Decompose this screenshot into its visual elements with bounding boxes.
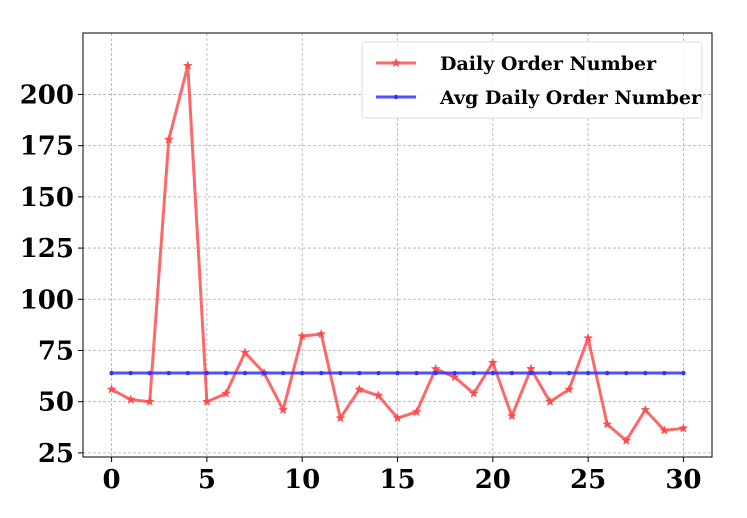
y-tick-label: 50 [38,388,74,418]
y-tick-label: 175 [20,132,74,162]
data-point [487,357,498,367]
data-point [204,370,210,376]
legend-marker [391,57,401,68]
legend-label: Avg Daily Order Number [439,87,702,109]
data-point [490,370,496,376]
data-point [223,370,229,376]
data-point [240,347,250,357]
data-point [338,370,343,376]
data-point [430,363,441,374]
x-tick-label: 10 [284,465,320,495]
data-point [659,425,670,435]
y-tick-label: 25 [38,439,74,469]
y-tick-label: 200 [20,80,74,110]
data-point [528,370,534,376]
data-point [509,370,515,376]
data-point [640,404,651,415]
data-point [506,410,517,421]
data-point [662,370,667,376]
data-point [643,370,648,376]
series-layer [106,60,689,445]
data-point [624,370,629,376]
data-point [681,370,686,376]
legend-box [361,41,703,119]
data-point [147,370,152,376]
legend-label: Daily Order Number [440,53,657,75]
data-point [564,384,575,394]
x-tick-label: 5 [198,465,216,495]
y-tick-label: 150 [20,183,74,213]
data-point [280,370,286,376]
data-point [201,396,212,406]
legend-item: Daily Order Number [376,53,657,75]
data-point [602,419,613,429]
x-tick-label: 15 [379,465,415,495]
data-point [621,435,632,445]
data-point [316,328,327,339]
data-point [433,370,438,376]
data-point [242,370,248,376]
data-point [392,412,403,423]
y-axis: 25 50 75 100 125 150 175 200 [20,80,83,469]
data-point [166,370,171,376]
series-0 [106,60,689,445]
x-tick-label: 25 [570,465,606,495]
x-tick-label: 20 [475,465,511,495]
data-point [220,388,231,398]
data-point [297,330,308,341]
legend-item: Avg Daily Order Number [376,87,702,109]
data-point [261,370,267,376]
data-point [163,134,174,144]
data-point [376,370,381,376]
x-tick-label: 0 [103,465,121,495]
x-axis: 0 5 10 15 20 25 30 [103,457,702,495]
legend-marker [393,94,399,100]
data-point [278,404,289,415]
data-point [109,370,114,376]
data-point [678,423,689,433]
legend: Daily Order Number Avg Daily Order Number [361,41,703,119]
data-point [468,388,479,398]
data-point [545,396,555,406]
data-point [144,396,155,406]
data-point [411,406,422,417]
data-point [354,384,365,394]
data-point [604,370,610,376]
data-point [335,412,346,423]
data-point [566,370,572,376]
data-point [583,332,594,343]
data-point [185,370,191,376]
data-point [525,363,536,374]
data-point [106,384,117,394]
data-point [449,371,460,382]
data-point [585,370,591,376]
data-point [299,370,305,376]
data-point [452,370,457,376]
data-point [128,370,133,376]
data-point [414,370,419,376]
y-tick-label: 75 [38,336,74,366]
data-point [125,394,136,404]
y-tick-label: 100 [20,285,74,315]
data-point [547,370,553,376]
series-1 [109,370,686,376]
data-point [373,390,384,400]
data-point [182,60,193,70]
data-point [357,370,362,376]
data-point [319,370,324,376]
data-point [395,370,400,376]
data-point [471,370,476,376]
y-tick-label: 125 [20,234,74,264]
x-tick-label: 30 [665,465,701,495]
